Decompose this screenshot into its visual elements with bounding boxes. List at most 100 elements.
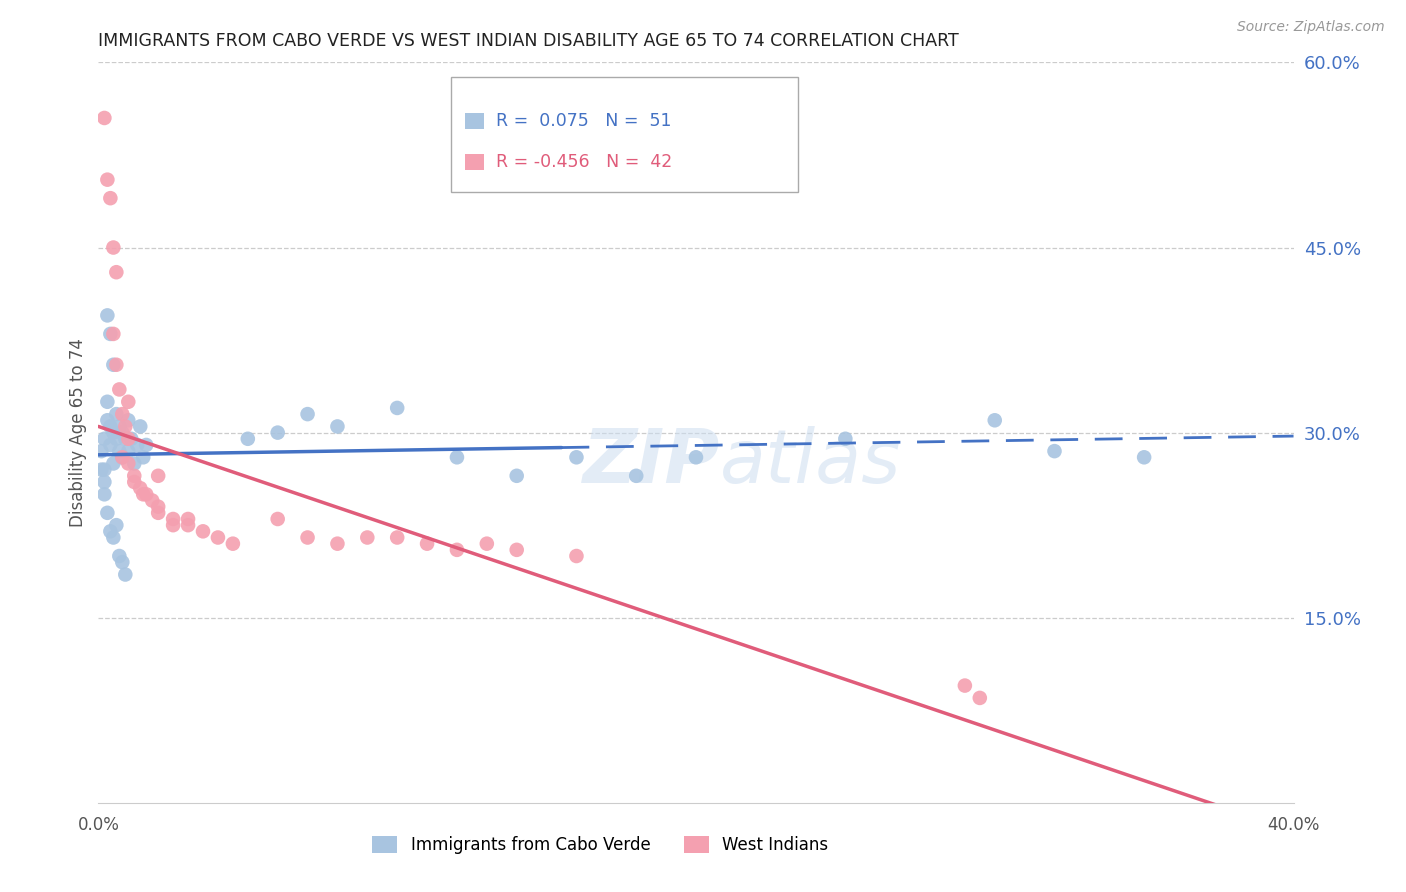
Point [111,450,134,465]
Point [98,191,122,205]
Point [105,407,128,421]
Point [117,457,139,471]
Text: R =  0.075   N =  51: R = 0.075 N = 51 [496,112,671,130]
Point [385,531,409,545]
Point [124,468,146,483]
FancyBboxPatch shape [465,153,484,169]
Point [297,531,319,545]
Point [191,524,214,539]
Point [416,536,439,550]
Point [98,326,122,341]
Point [446,450,468,465]
Point [135,487,157,501]
Point [356,531,378,545]
Point [117,444,139,458]
Point [108,549,131,563]
Point [162,518,184,533]
Point [506,542,529,557]
Point [114,419,136,434]
Point [953,679,976,693]
Point [135,438,157,452]
Point [114,567,136,582]
Point [117,394,139,409]
Point [117,413,139,427]
Point [267,425,290,440]
Text: ZIP: ZIP [582,425,720,499]
Point [117,432,139,446]
Point [385,401,409,415]
Point [93,111,115,125]
Point [162,512,184,526]
Point [127,438,149,452]
Point [111,450,134,465]
Point [114,432,136,446]
Point [326,419,349,434]
Point [297,407,319,421]
Point [120,432,142,446]
Point [103,425,125,440]
Point [105,358,128,372]
Point [90,444,112,458]
Point [105,432,128,446]
Point [93,475,115,489]
Point [90,462,112,476]
Point [96,309,118,323]
Point [148,506,170,520]
Point [124,475,146,489]
Point [96,506,118,520]
Point [96,394,118,409]
Point [506,468,529,483]
Point [108,444,131,458]
Legend: Immigrants from Cabo Verde, West Indians: Immigrants from Cabo Verde, West Indians [366,830,835,861]
Text: IMMIGRANTS FROM CABO VERDE VS WEST INDIAN DISABILITY AGE 65 TO 74 CORRELATION CH: IMMIGRANTS FROM CABO VERDE VS WEST INDIA… [98,32,959,50]
Point [93,487,115,501]
Point [98,419,122,434]
Point [177,518,200,533]
Text: atlas: atlas [720,426,901,499]
Point [132,450,155,465]
Point [141,493,163,508]
Point [111,425,134,440]
Point [93,462,115,476]
Point [207,531,229,545]
Point [111,407,134,421]
Point [565,549,588,563]
Point [98,438,122,452]
Point [267,512,290,526]
Point [236,432,259,446]
FancyBboxPatch shape [465,112,484,129]
Point [326,536,349,550]
Point [103,240,125,255]
Point [1043,444,1066,458]
Point [626,468,648,483]
Point [108,419,131,434]
Point [96,172,118,186]
Point [129,419,152,434]
Point [96,413,118,427]
Point [105,265,128,279]
Text: Source: ZipAtlas.com: Source: ZipAtlas.com [1237,20,1385,34]
Point [148,500,170,514]
Point [969,690,991,705]
Point [834,432,856,446]
Point [93,432,115,446]
FancyBboxPatch shape [451,78,797,192]
Point [565,450,588,465]
Point [124,457,146,471]
Point [103,457,125,471]
Text: R = -0.456   N =  42: R = -0.456 N = 42 [496,153,672,170]
Point [1133,450,1156,465]
Point [222,536,245,550]
Point [177,512,200,526]
Point [103,531,125,545]
Point [105,518,128,533]
Point [132,487,155,501]
Point [98,524,122,539]
Point [129,481,152,495]
Y-axis label: Disability Age 65 to 74: Disability Age 65 to 74 [69,338,87,527]
Point [984,413,1007,427]
Point [108,383,131,397]
Point [685,450,707,465]
Point [103,358,125,372]
Point [446,542,468,557]
